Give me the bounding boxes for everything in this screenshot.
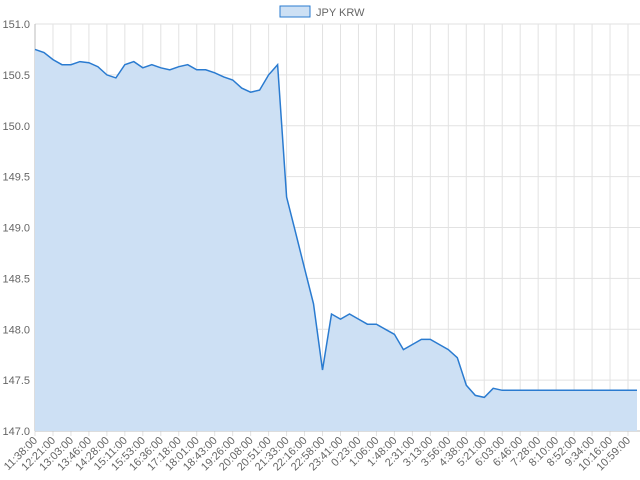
- y-tick-label: 148.0: [2, 324, 30, 336]
- y-tick-label: 151.0: [2, 19, 30, 31]
- y-tick-label: 148.5: [2, 273, 30, 285]
- area-fill: [35, 49, 637, 432]
- legend-label: JPY KRW: [316, 7, 365, 19]
- legend-swatch: [279, 5, 311, 18]
- y-tick-label: 149.5: [2, 172, 30, 184]
- y-tick-label: 147.0: [2, 426, 30, 438]
- line: [34, 48, 637, 399]
- y-tick-label: 150.5: [2, 70, 30, 82]
- y-tick-label: 147.5: [2, 375, 30, 387]
- y-tick-label: 149.0: [2, 223, 30, 235]
- y-tick-label: 150.0: [2, 121, 30, 133]
